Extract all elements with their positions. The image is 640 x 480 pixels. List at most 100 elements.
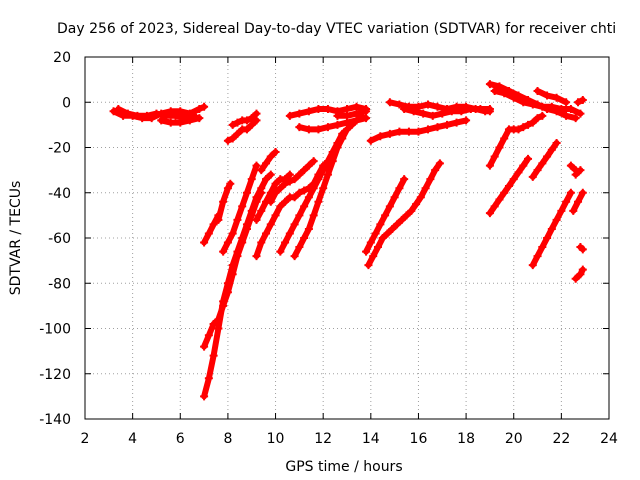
data-point <box>421 184 430 193</box>
data-point <box>576 166 585 175</box>
data-point <box>223 288 232 297</box>
series-trace <box>401 106 493 119</box>
series-trace <box>529 140 560 180</box>
data-point <box>200 238 209 247</box>
data-point <box>509 93 518 102</box>
data-series <box>566 161 580 175</box>
data-point <box>519 98 528 107</box>
data-series <box>574 95 587 107</box>
data-point <box>247 211 256 220</box>
data-point <box>562 98 571 107</box>
data-point <box>538 102 547 111</box>
series-trace <box>365 160 443 269</box>
y-tick-label: -80 <box>48 276 71 292</box>
data-point <box>528 100 537 109</box>
data-point <box>290 193 299 202</box>
y-tick-label: -40 <box>48 186 71 202</box>
y-axis-ticks: -140 -120 -100 -80 -60 -40 -20 0 20 <box>39 50 609 428</box>
data-point <box>528 118 537 127</box>
data-point <box>252 215 261 224</box>
data-point <box>343 105 351 114</box>
data-point <box>343 118 351 127</box>
data-point <box>519 123 528 132</box>
data-point <box>462 116 471 125</box>
data-point <box>252 161 261 170</box>
data-point <box>200 392 209 401</box>
data-point <box>423 100 432 109</box>
data-point <box>257 238 266 247</box>
data-point <box>571 170 580 179</box>
data-point <box>209 351 218 360</box>
data-point <box>285 170 294 179</box>
data-point <box>543 152 552 161</box>
data-point <box>257 188 266 197</box>
data-point <box>276 247 285 256</box>
data-point <box>285 229 294 238</box>
data-point <box>578 188 587 197</box>
data-point <box>519 161 528 170</box>
data-point <box>304 161 313 170</box>
data-point <box>314 175 323 184</box>
data-series <box>528 188 575 270</box>
data-point <box>569 206 578 215</box>
data-point <box>257 166 266 175</box>
data-point <box>373 243 382 252</box>
data-series <box>364 159 444 270</box>
data-point <box>574 197 583 206</box>
data-point <box>485 80 494 89</box>
data-point <box>109 107 118 116</box>
data-point <box>557 105 566 114</box>
data-point <box>228 134 237 143</box>
data-point <box>407 206 416 215</box>
data-marks <box>109 80 587 401</box>
data-point <box>443 120 452 129</box>
data-point <box>378 234 387 242</box>
y-tick-label: -20 <box>48 141 71 157</box>
data-point <box>352 109 361 118</box>
data-point <box>271 148 280 157</box>
data-point <box>304 193 313 202</box>
chart-title: Day 256 of 2023, Sidereal Day-to-day VTE… <box>57 21 616 37</box>
data-point <box>404 127 413 136</box>
data-point <box>343 111 351 120</box>
data-point <box>333 120 342 129</box>
y-tick-label: -140 <box>39 412 71 428</box>
data-point <box>271 211 280 220</box>
data-point <box>195 105 204 114</box>
data-point <box>390 193 399 202</box>
data-point <box>333 111 342 120</box>
series-trace <box>334 108 370 119</box>
y-axis-label: SDTVAR / TECUs <box>8 181 24 296</box>
x-tick-label: 22 <box>552 431 570 447</box>
data-point <box>362 247 371 256</box>
data-point <box>402 211 411 220</box>
data-point <box>514 168 523 177</box>
data-point <box>385 129 394 138</box>
data-point <box>514 125 523 134</box>
data-point <box>204 229 213 238</box>
data-point <box>304 107 313 116</box>
data-point <box>295 243 304 252</box>
data-point <box>223 136 232 145</box>
data-point <box>543 234 552 242</box>
data-point <box>166 118 175 127</box>
data-point <box>538 243 547 252</box>
data-point <box>352 116 361 125</box>
series-trace <box>534 87 570 106</box>
data-point <box>364 261 373 270</box>
data-point <box>295 211 304 220</box>
data-point <box>214 315 223 324</box>
data-series <box>485 154 533 218</box>
data-point <box>242 224 251 233</box>
data-point <box>571 114 580 123</box>
series-trace <box>267 158 317 205</box>
x-tick-label: 2 <box>81 431 90 447</box>
data-point <box>266 152 275 161</box>
data-point <box>452 118 461 127</box>
data-point <box>219 301 228 310</box>
data-point <box>524 154 533 163</box>
data-point <box>290 220 299 229</box>
data-point <box>281 179 290 188</box>
data-point <box>295 170 304 179</box>
data-point <box>419 109 428 118</box>
